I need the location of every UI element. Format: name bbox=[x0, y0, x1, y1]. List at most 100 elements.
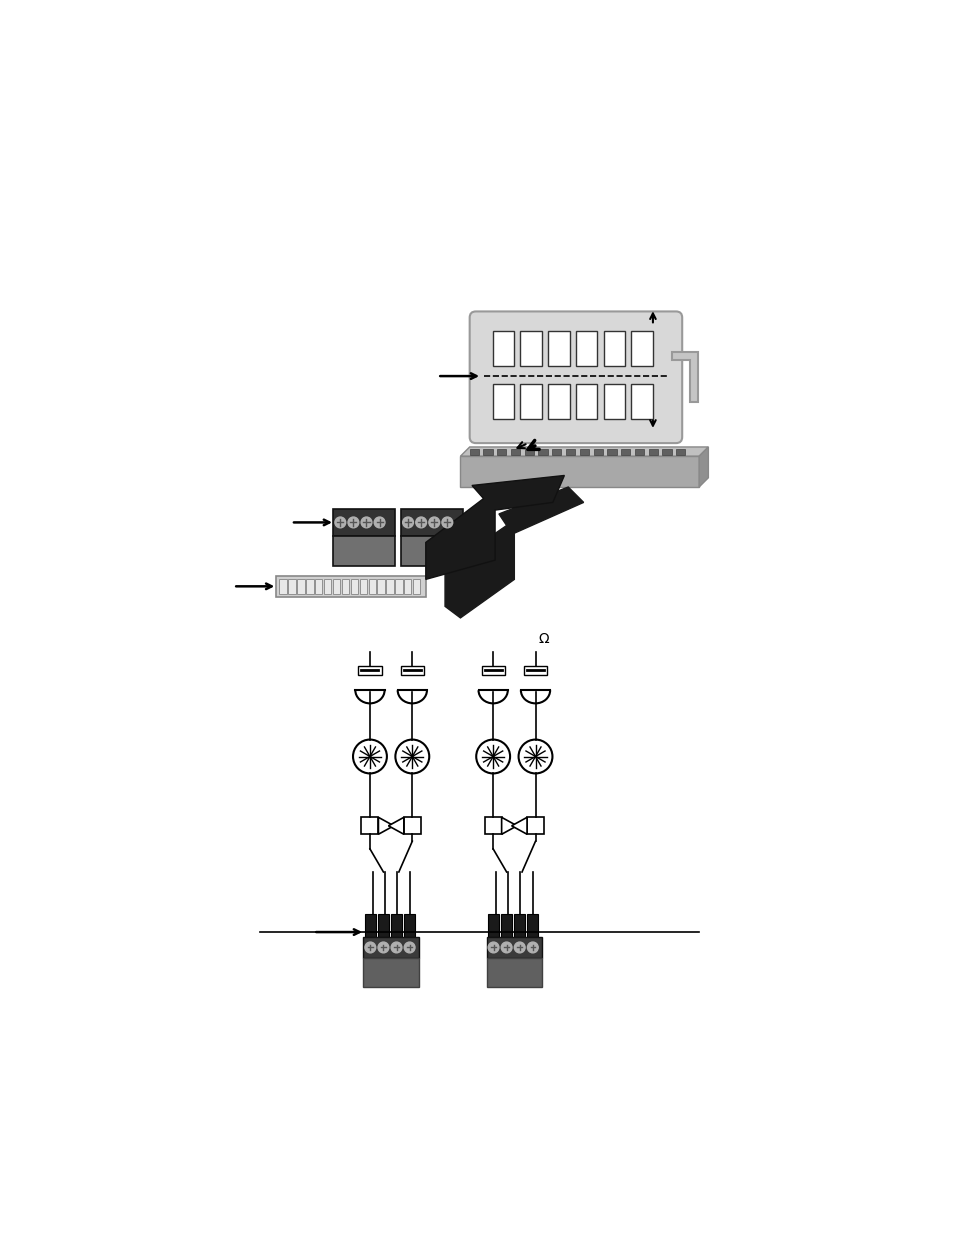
Bar bbox=[576, 384, 597, 419]
Polygon shape bbox=[672, 352, 697, 403]
Circle shape bbox=[429, 517, 439, 527]
Circle shape bbox=[476, 740, 510, 773]
Polygon shape bbox=[699, 447, 708, 487]
Bar bbox=[576, 331, 597, 366]
Bar bbox=[524, 448, 534, 456]
Bar bbox=[358, 666, 381, 674]
Circle shape bbox=[518, 740, 552, 773]
Bar bbox=[377, 914, 389, 936]
Text: $\Omega$: $\Omega$ bbox=[537, 632, 549, 646]
Bar bbox=[548, 384, 569, 419]
Bar bbox=[493, 331, 514, 366]
Bar bbox=[481, 666, 504, 674]
Bar bbox=[363, 936, 418, 958]
Circle shape bbox=[374, 517, 385, 527]
Bar bbox=[365, 914, 375, 936]
Bar bbox=[403, 818, 420, 835]
Circle shape bbox=[395, 740, 429, 773]
Circle shape bbox=[514, 942, 524, 953]
Bar bbox=[511, 448, 519, 456]
Bar bbox=[537, 448, 547, 456]
Bar bbox=[603, 384, 624, 419]
Bar bbox=[631, 384, 652, 419]
Bar bbox=[361, 818, 378, 835]
Circle shape bbox=[353, 740, 387, 773]
Bar bbox=[400, 536, 462, 567]
Bar bbox=[526, 818, 543, 835]
FancyBboxPatch shape bbox=[469, 311, 681, 443]
Bar bbox=[395, 579, 402, 594]
Bar bbox=[520, 331, 541, 366]
Polygon shape bbox=[444, 487, 583, 618]
Bar bbox=[404, 914, 415, 936]
Bar bbox=[359, 579, 367, 594]
Bar bbox=[333, 509, 395, 536]
Bar bbox=[333, 536, 395, 567]
Bar bbox=[500, 914, 512, 936]
Bar bbox=[548, 331, 569, 366]
Bar bbox=[514, 914, 524, 936]
Bar bbox=[333, 579, 340, 594]
Bar bbox=[603, 331, 624, 366]
Polygon shape bbox=[511, 818, 526, 835]
Bar bbox=[565, 448, 575, 456]
Bar bbox=[386, 579, 394, 594]
Bar bbox=[404, 579, 411, 594]
Bar bbox=[520, 384, 541, 419]
Polygon shape bbox=[425, 475, 564, 579]
Circle shape bbox=[404, 942, 415, 953]
Bar bbox=[607, 448, 616, 456]
Polygon shape bbox=[388, 818, 403, 835]
Bar bbox=[634, 448, 643, 456]
Bar bbox=[493, 384, 514, 419]
Bar bbox=[469, 448, 478, 456]
Bar bbox=[314, 579, 322, 594]
Bar bbox=[341, 579, 349, 594]
Bar bbox=[579, 448, 588, 456]
Bar bbox=[648, 448, 658, 456]
Circle shape bbox=[500, 942, 512, 953]
Bar bbox=[368, 579, 375, 594]
Bar bbox=[324, 579, 331, 594]
Circle shape bbox=[377, 942, 389, 953]
Bar bbox=[523, 666, 546, 674]
Bar bbox=[306, 579, 314, 594]
Bar bbox=[279, 579, 287, 594]
Bar bbox=[676, 448, 684, 456]
Circle shape bbox=[348, 517, 358, 527]
Bar bbox=[631, 331, 652, 366]
Bar bbox=[527, 914, 537, 936]
Circle shape bbox=[365, 942, 375, 953]
Bar bbox=[413, 579, 420, 594]
Bar bbox=[288, 579, 295, 594]
Bar bbox=[661, 448, 671, 456]
Polygon shape bbox=[460, 447, 708, 456]
Bar bbox=[275, 576, 425, 597]
Bar bbox=[400, 666, 423, 674]
Bar bbox=[484, 818, 501, 835]
Polygon shape bbox=[501, 818, 517, 835]
Bar bbox=[391, 914, 401, 936]
Bar bbox=[297, 579, 304, 594]
Bar bbox=[363, 958, 418, 988]
Circle shape bbox=[488, 942, 498, 953]
Bar bbox=[486, 936, 541, 958]
Bar bbox=[488, 914, 498, 936]
Bar bbox=[620, 448, 630, 456]
Circle shape bbox=[335, 517, 345, 527]
Bar bbox=[377, 579, 384, 594]
Circle shape bbox=[402, 517, 413, 527]
Circle shape bbox=[391, 942, 401, 953]
Bar bbox=[497, 448, 506, 456]
Bar bbox=[483, 448, 492, 456]
Bar bbox=[486, 958, 541, 988]
Circle shape bbox=[527, 942, 537, 953]
Bar bbox=[593, 448, 602, 456]
Circle shape bbox=[416, 517, 426, 527]
Bar bbox=[351, 579, 357, 594]
Bar bbox=[460, 456, 699, 487]
Circle shape bbox=[361, 517, 372, 527]
Polygon shape bbox=[378, 818, 394, 835]
Bar bbox=[552, 448, 561, 456]
Circle shape bbox=[441, 517, 453, 527]
